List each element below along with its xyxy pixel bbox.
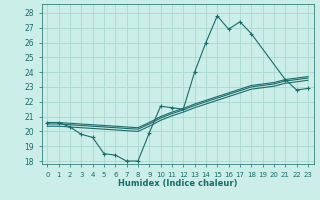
X-axis label: Humidex (Indice chaleur): Humidex (Indice chaleur) <box>118 179 237 188</box>
